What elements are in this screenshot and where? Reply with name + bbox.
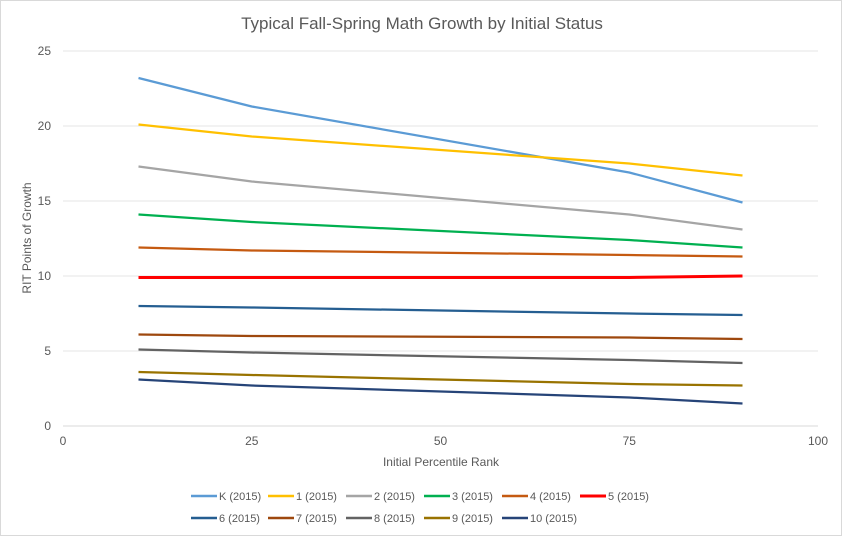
legend-label: 6 (2015) [219, 513, 260, 525]
legend-item: 1 (2015) [268, 491, 337, 503]
y-axis-label: RIT Points of Growth [20, 182, 34, 293]
x-tick-label: 100 [808, 434, 828, 448]
series-line [138, 76, 743, 204]
legend-label: 7 (2015) [296, 513, 337, 525]
y-tick-label: 5 [44, 344, 51, 358]
x-tick-label: 25 [245, 434, 259, 448]
series-line [138, 213, 743, 249]
legend-label: 4 (2015) [530, 491, 571, 503]
series-line [138, 348, 743, 365]
legend-item: 8 (2015) [346, 513, 415, 525]
series-line [138, 370, 743, 387]
series-line [138, 304, 743, 317]
y-tick-label: 20 [38, 119, 52, 133]
x-tick-label: 50 [434, 434, 448, 448]
y-tick-label: 0 [44, 419, 51, 433]
y-tick-label: 15 [38, 194, 52, 208]
legend-item: 2 (2015) [346, 491, 415, 503]
legend-label: 5 (2015) [608, 491, 649, 503]
series-line [138, 165, 743, 231]
series-line [138, 378, 743, 405]
legend-item: 4 (2015) [502, 491, 571, 503]
legend-label: 8 (2015) [374, 513, 415, 525]
x-axis-label: Initial Percentile Rank [383, 455, 500, 469]
legend-label: 2 (2015) [374, 491, 415, 503]
legend-label: 3 (2015) [452, 491, 493, 503]
legend-label: 1 (2015) [296, 491, 337, 503]
legend-item: 5 (2015) [580, 491, 649, 503]
y-tick-label: 25 [38, 44, 52, 58]
legend-item: 3 (2015) [424, 491, 493, 503]
legend-label: 10 (2015) [530, 513, 577, 525]
legend-item: 9 (2015) [424, 513, 493, 525]
chart-title: Typical Fall-Spring Math Growth by Initi… [241, 14, 603, 33]
legend-item: 7 (2015) [268, 513, 337, 525]
x-tick-label: 0 [60, 434, 67, 448]
legend-label: K (2015) [219, 491, 261, 503]
series-line [138, 333, 743, 341]
legend-item: 6 (2015) [191, 513, 260, 525]
series-line [138, 274, 743, 279]
series-line [138, 246, 743, 258]
legend-label: 9 (2015) [452, 513, 493, 525]
legend-item: K (2015) [191, 491, 261, 503]
x-tick-label: 75 [623, 434, 637, 448]
legend-item: 10 (2015) [502, 513, 577, 525]
y-tick-label: 10 [38, 269, 52, 283]
series-line [138, 123, 743, 177]
